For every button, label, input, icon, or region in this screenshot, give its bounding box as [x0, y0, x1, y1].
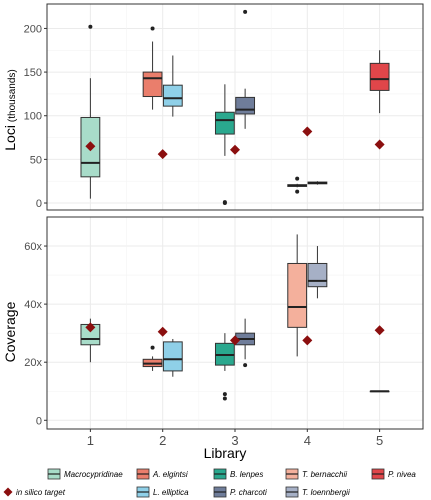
- box-t-loennbergii: [307, 246, 328, 299]
- box-t-bernacchii: [287, 234, 308, 357]
- outlier-point: [150, 345, 155, 350]
- y-tick-label: 60x: [24, 241, 42, 253]
- y-tick-label: 200: [24, 23, 42, 35]
- box-t-bernacchii: [287, 176, 308, 194]
- box-body: [142, 71, 163, 98]
- box-body: [287, 262, 308, 328]
- box-p-charcoti: [235, 9, 256, 129]
- box-t-loennbergii: [307, 181, 328, 185]
- legend-item: L. elliptica: [136, 486, 189, 498]
- legend-label: T. bernacchii: [302, 470, 347, 479]
- bottom-panel: 0 20x 40x 60x 1 2 3 4 5: [24, 216, 424, 448]
- legend-item: P. charcoti: [213, 486, 267, 498]
- legend-label: B. lenpes: [230, 470, 263, 479]
- outlier-point: [88, 24, 93, 29]
- bottom-panel-border: [46, 216, 424, 430]
- x-tick-label: 5: [376, 433, 383, 448]
- y-tick-label: 20x: [24, 357, 42, 369]
- legend-label: T. loennbergii: [302, 488, 350, 497]
- y-tick-label: 40x: [24, 299, 42, 311]
- box-b-lenpes: [214, 84, 235, 206]
- top-ylabel: Loci (thousands): [2, 69, 18, 151]
- top-ylabel-main: Loci: [2, 125, 18, 151]
- top-ylabel-unit: (thousands): [7, 69, 18, 122]
- box-body: [162, 341, 183, 372]
- legend-label: P. nivea: [388, 470, 416, 479]
- outlier-point: [295, 176, 300, 181]
- legend-item: P. nivea: [371, 468, 416, 480]
- target-diamond: [157, 326, 168, 337]
- y-tick-label: 150: [24, 67, 42, 79]
- bottom-ylabel: Coverage: [2, 301, 18, 362]
- y-tick-label: 100: [24, 111, 42, 123]
- box-p-nivea: [369, 390, 390, 393]
- top-panel-border: [46, 3, 424, 211]
- legend-diamond: [3, 487, 13, 497]
- box-body: [235, 96, 256, 115]
- y-tick-label: 0: [36, 198, 42, 210]
- outlier-point: [222, 396, 227, 401]
- outlier-point: [243, 363, 248, 368]
- x-tick-label: 2: [159, 433, 166, 448]
- box-body: [162, 84, 183, 107]
- legend-label: A. elgintsi: [152, 470, 188, 479]
- box-body: [307, 262, 328, 288]
- x-tick-label: 3: [231, 433, 238, 448]
- box-l-elliptica: [162, 338, 183, 377]
- legend-item: T. bernacchii: [285, 468, 347, 480]
- x-axis-title: Library: [204, 445, 247, 461]
- target-diamond: [374, 325, 385, 336]
- target-diamond: [302, 335, 313, 346]
- legend-item: A. elgintsi: [136, 468, 188, 480]
- legend-item: Macrocypridinae: [47, 468, 123, 480]
- box-l-elliptica: [162, 55, 183, 117]
- box-b-lenpes: [214, 333, 235, 401]
- box-p-charcoti: [235, 318, 256, 368]
- box-a-elgintsi: [142, 345, 163, 371]
- outlier-point: [222, 392, 227, 397]
- box-p-nivea: [369, 50, 390, 114]
- legend-item-target: in silico target: [3, 487, 66, 497]
- box-a-elgintsi: [142, 26, 163, 110]
- target-diamond: [230, 335, 240, 346]
- box-body: [369, 62, 390, 91]
- y-tick-label: 50: [30, 154, 42, 166]
- target-diamond: [230, 144, 240, 155]
- legend: Macrocypridinae A. elgintsi B. lenpes T. be…: [3, 468, 416, 498]
- legend-item: B. lenpes: [213, 468, 263, 480]
- x-tick-label: 1: [87, 433, 94, 448]
- target-diamond: [374, 139, 385, 150]
- legend-label: in silico target: [16, 488, 66, 497]
- target-diamond: [157, 149, 168, 160]
- legend-label: L. elliptica: [153, 488, 189, 497]
- target-diamond: [302, 126, 313, 137]
- legend-item: T. loennbergii: [285, 486, 350, 498]
- legend-label: P. charcoti: [230, 488, 267, 497]
- outlier-point: [150, 26, 155, 31]
- target-diamond: [85, 141, 96, 152]
- outlier-point: [295, 189, 300, 194]
- outlier-point: [222, 201, 227, 206]
- top-panel: 0 50 100 150 200: [24, 3, 424, 211]
- box-body: [214, 111, 235, 135]
- legend-label: Macrocypridinae: [64, 470, 123, 479]
- x-tick-label: 4: [304, 433, 311, 448]
- outlier-point: [243, 9, 248, 14]
- target-diamond: [85, 322, 96, 333]
- y-tick-label: 0: [36, 415, 42, 427]
